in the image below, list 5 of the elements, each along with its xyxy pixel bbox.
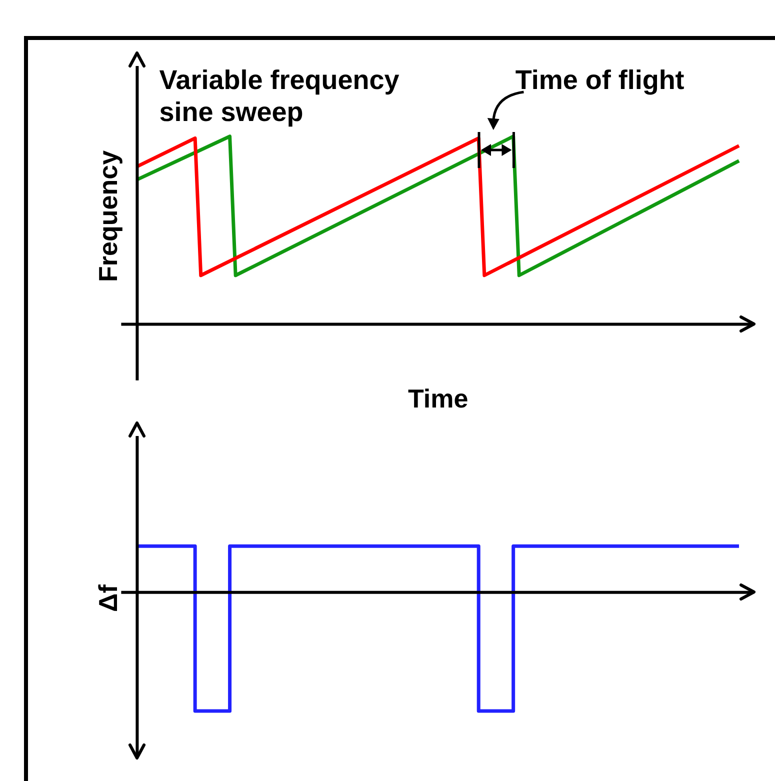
text: Variable frequency sine sweep xyxy=(159,64,400,128)
y-axis-title: Frequency xyxy=(92,150,123,282)
x-axis-title: Time xyxy=(408,384,468,414)
y-axis-title: Δf xyxy=(92,584,123,612)
text: Time of flight xyxy=(515,64,684,96)
